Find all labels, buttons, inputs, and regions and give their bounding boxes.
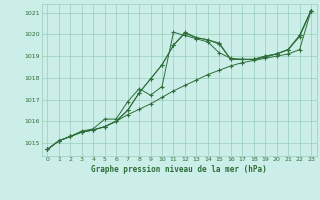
X-axis label: Graphe pression niveau de la mer (hPa): Graphe pression niveau de la mer (hPa) (91, 165, 267, 174)
